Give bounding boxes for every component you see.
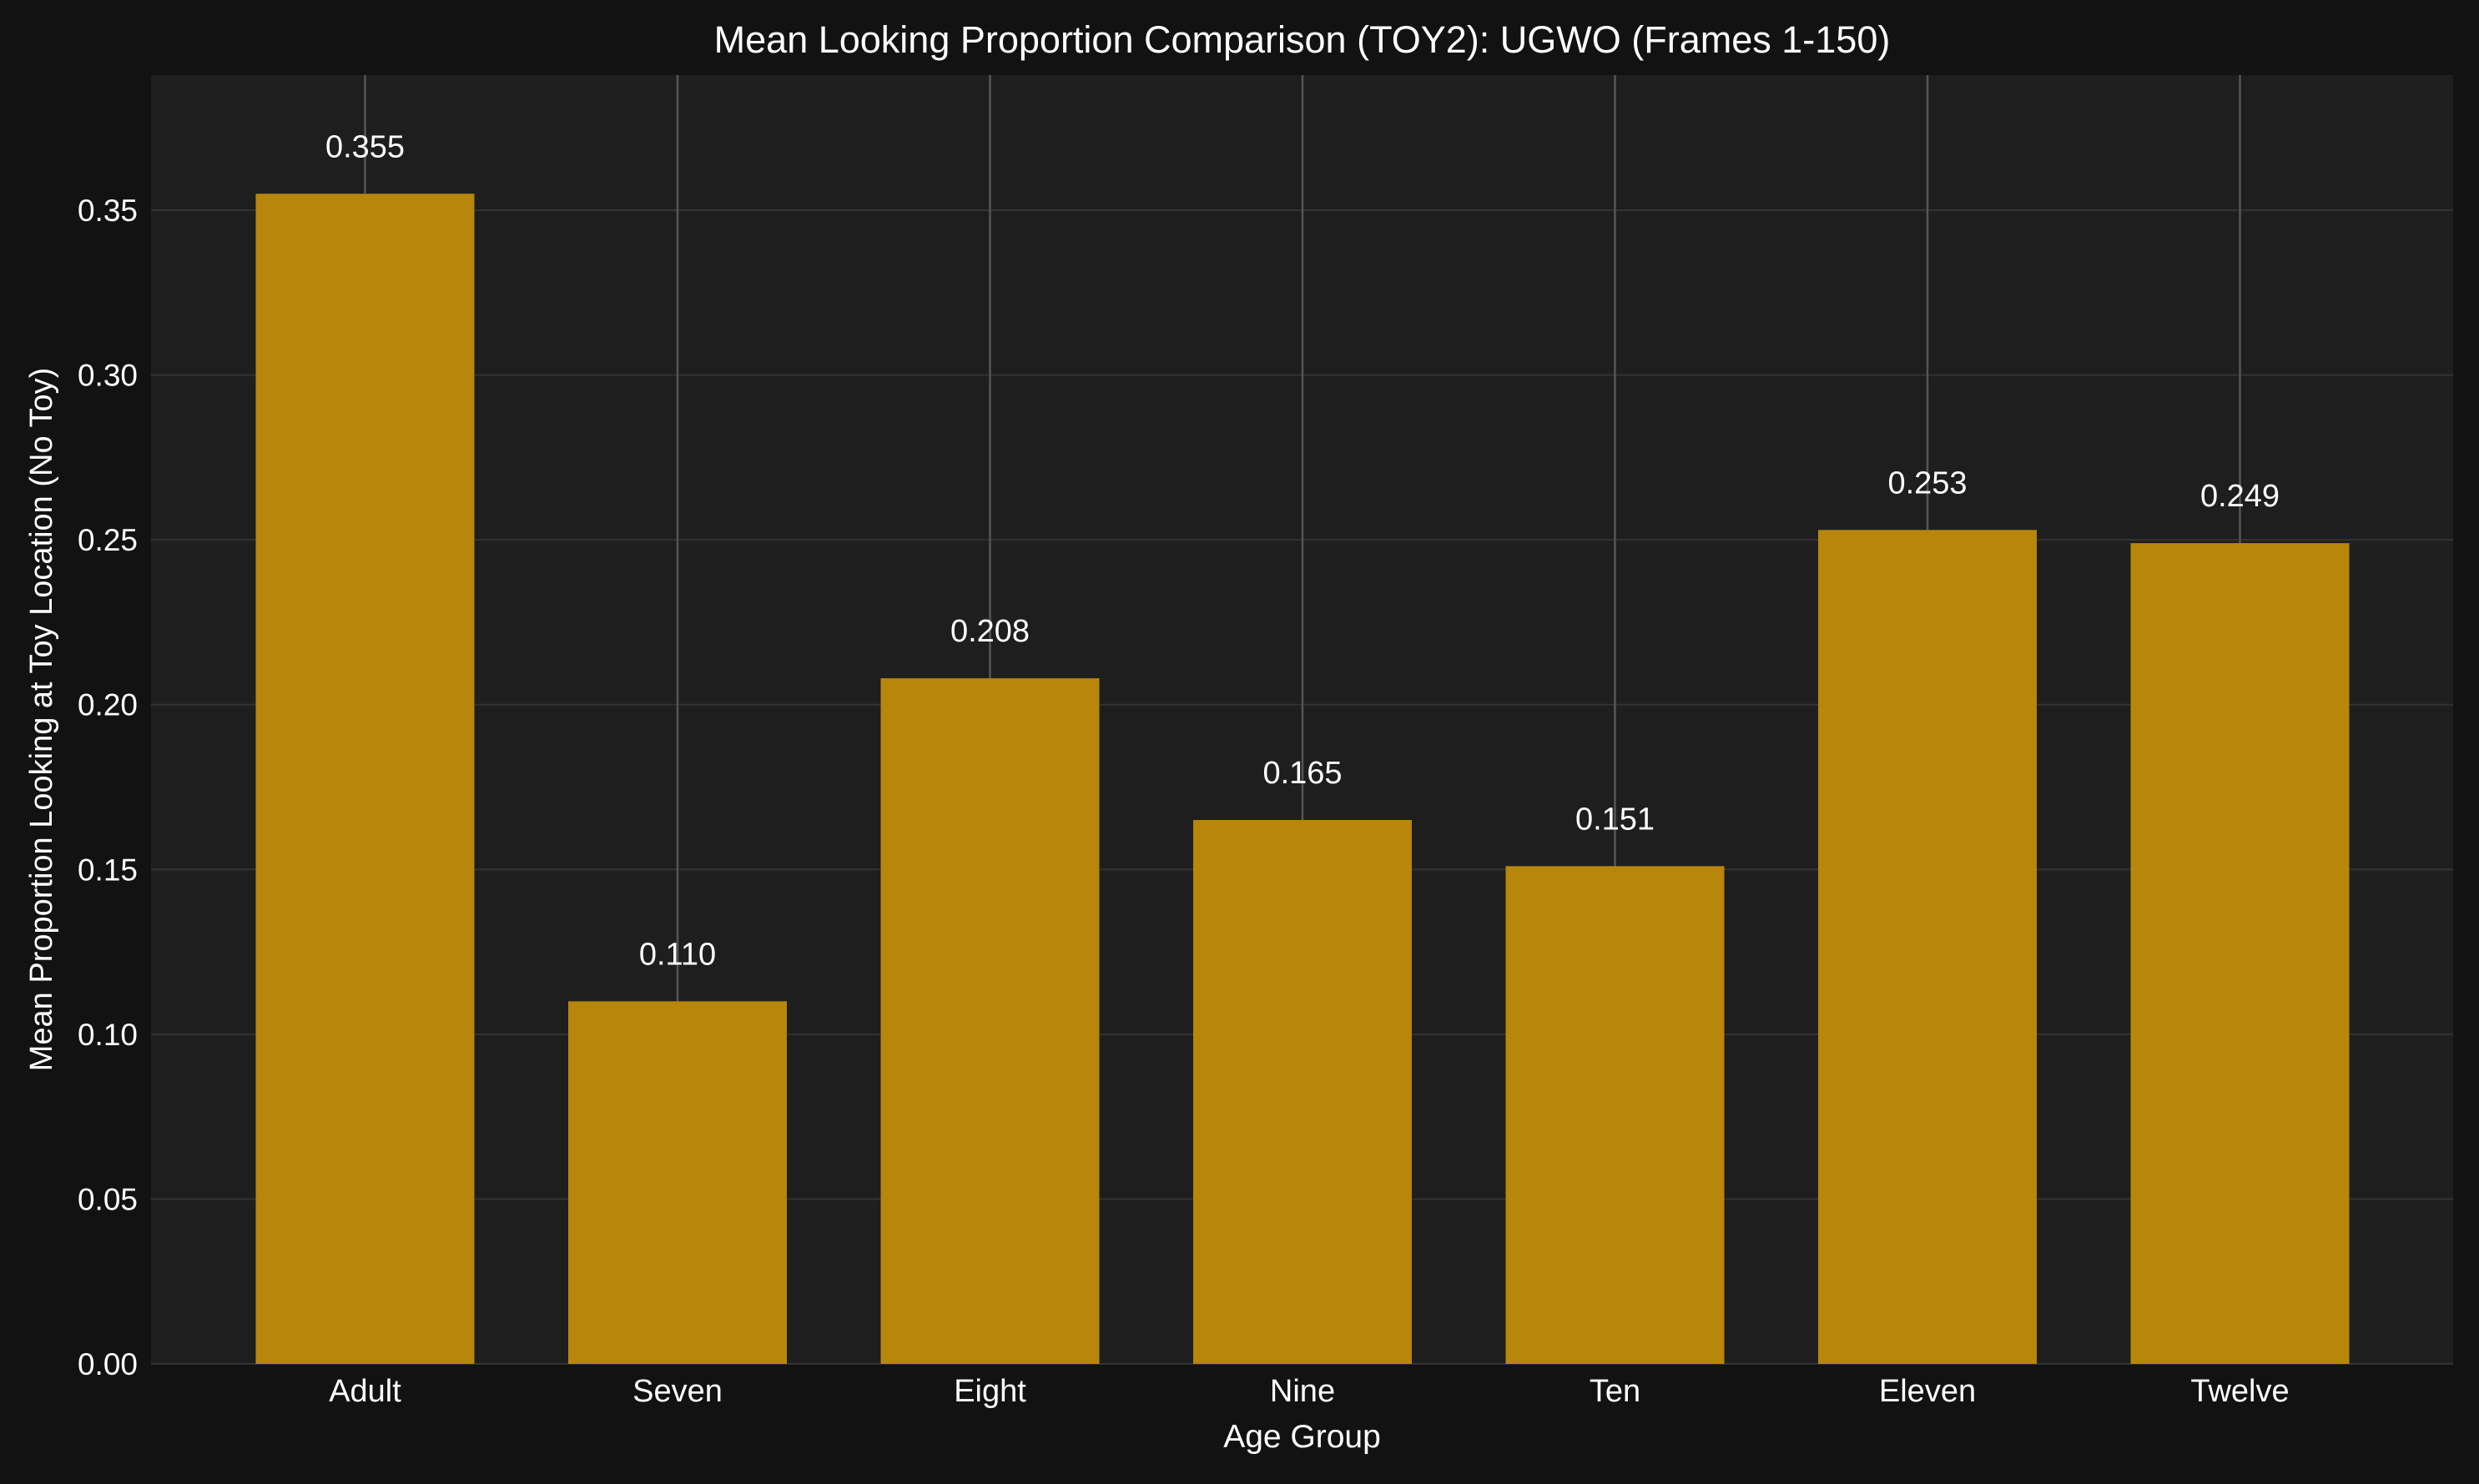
bars	[255, 194, 2350, 1365]
bar-value-label: 0.151	[1575, 802, 1655, 837]
bar	[1193, 820, 1412, 1364]
bar	[2130, 543, 2350, 1364]
x-tick-label: Nine	[1270, 1374, 1335, 1409]
x-tick-label: Ten	[1590, 1374, 1640, 1409]
chart-title: Mean Looking Proportion Comparison (TOY2…	[714, 18, 1891, 61]
value-labels: 0.355 0.110 0.208 0.165 0.151 0.253 0.249	[325, 129, 2280, 972]
y-tick-label: 0.10	[78, 1018, 138, 1052]
y-tick-label: 0.05	[78, 1182, 138, 1216]
x-tick-label: Eight	[954, 1374, 1026, 1409]
y-tick-label: 0.15	[78, 853, 138, 887]
bar-value-label: 0.253	[1887, 465, 1967, 501]
x-axis-ticks: Adult Seven Eight Nine Ten Eleven Twelve	[329, 1374, 2289, 1409]
x-tick-label: Adult	[329, 1374, 401, 1409]
x-tick-label: Twelve	[2190, 1374, 2289, 1409]
bar	[255, 194, 475, 1365]
bar-value-label: 0.249	[2200, 479, 2280, 514]
y-tick-label: 0.30	[78, 359, 138, 393]
y-tick-label: 0.20	[78, 688, 138, 722]
bar	[568, 1001, 787, 1364]
y-tick-label: 0.00	[78, 1347, 138, 1381]
bar	[1505, 866, 1725, 1364]
x-axis-label: Age Group	[1223, 1419, 1381, 1455]
y-axis-label: Mean Proportion Looking at Toy Location …	[24, 368, 59, 1072]
y-tick-label: 0.35	[78, 194, 138, 228]
x-tick-label: Eleven	[1879, 1374, 1976, 1409]
error-lines	[364, 75, 2241, 1002]
bar-value-label: 0.208	[950, 614, 1030, 649]
bar-value-label: 0.110	[639, 937, 716, 972]
x-tick-label: Seven	[632, 1374, 723, 1409]
bar-value-label: 0.355	[325, 129, 405, 164]
y-axis-ticks: 0.00 0.05 0.10 0.15 0.20 0.25 0.30 0.35	[78, 194, 138, 1381]
y-tick-label: 0.25	[78, 523, 138, 557]
bar-value-label: 0.165	[1262, 756, 1342, 791]
bar	[880, 678, 1100, 1364]
bar	[1818, 530, 2037, 1364]
